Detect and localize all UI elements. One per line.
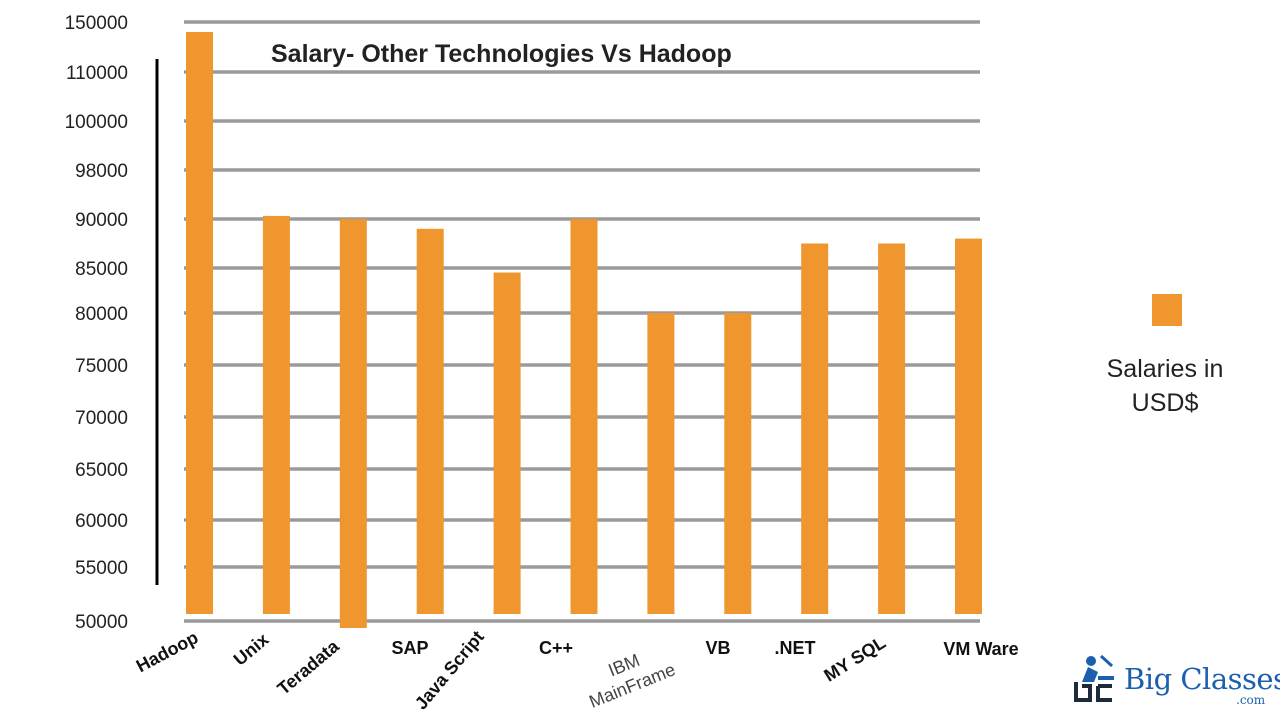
logo-text: Big Classes [1124, 662, 1280, 696]
bar [416, 228, 444, 615]
bar [186, 32, 213, 614]
y-tick-label: 55000 [75, 558, 128, 579]
y-tick-label: 80000 [75, 304, 128, 325]
y-tick-label: 65000 [75, 460, 128, 481]
x-tick-label: Hadoop [133, 627, 202, 676]
bar [647, 313, 675, 614]
y-tick-label: 98000 [75, 161, 128, 182]
y-tick-label: 75000 [75, 356, 128, 377]
legend-label: Salaries in USD$ [1106, 355, 1224, 417]
y-tick-label: 70000 [75, 408, 128, 429]
x-tick-label: IBMMainFrame [578, 639, 678, 712]
y-tick-label: 100000 [65, 112, 128, 133]
y-tick-labels: 150000 110000 100000 98000 90000 85000 80000 75… [65, 13, 128, 633]
bar [493, 272, 521, 614]
bar [724, 313, 752, 614]
bar [878, 243, 906, 614]
y-tick-label: 85000 [75, 259, 128, 280]
x-tick-label: MY SQL [820, 632, 889, 685]
y-tick-label: 150000 [65, 13, 128, 34]
x-tick-label: VM Ware [943, 639, 1018, 659]
y-tick-label: 90000 [75, 210, 128, 231]
bar [262, 215, 290, 614]
bigclasses-logo: Big Classes .com [1068, 652, 1280, 712]
logo-mark-icon [1074, 654, 1114, 702]
bar [955, 238, 982, 614]
y-tick-label: 60000 [75, 511, 128, 532]
x-tick-label: .NET [774, 638, 815, 658]
legend-swatch [1152, 294, 1182, 326]
x-tick-label: Teradata [273, 635, 343, 698]
x-tick-label: VB [705, 638, 730, 658]
x-tick-label: SAP [391, 638, 428, 658]
bars [186, 32, 982, 628]
bar [339, 219, 367, 628]
y-tick-label: 110000 [66, 63, 128, 84]
bar [801, 243, 829, 614]
bar [570, 219, 598, 614]
y-tick-label: 50000 [75, 612, 128, 633]
chart-title: Salary- Other Technologies Vs Hadoop [271, 40, 732, 68]
x-tick-label: Unix [230, 629, 273, 669]
x-tick-label: C++ [539, 638, 573, 658]
logo-sub: .com [1236, 693, 1266, 707]
